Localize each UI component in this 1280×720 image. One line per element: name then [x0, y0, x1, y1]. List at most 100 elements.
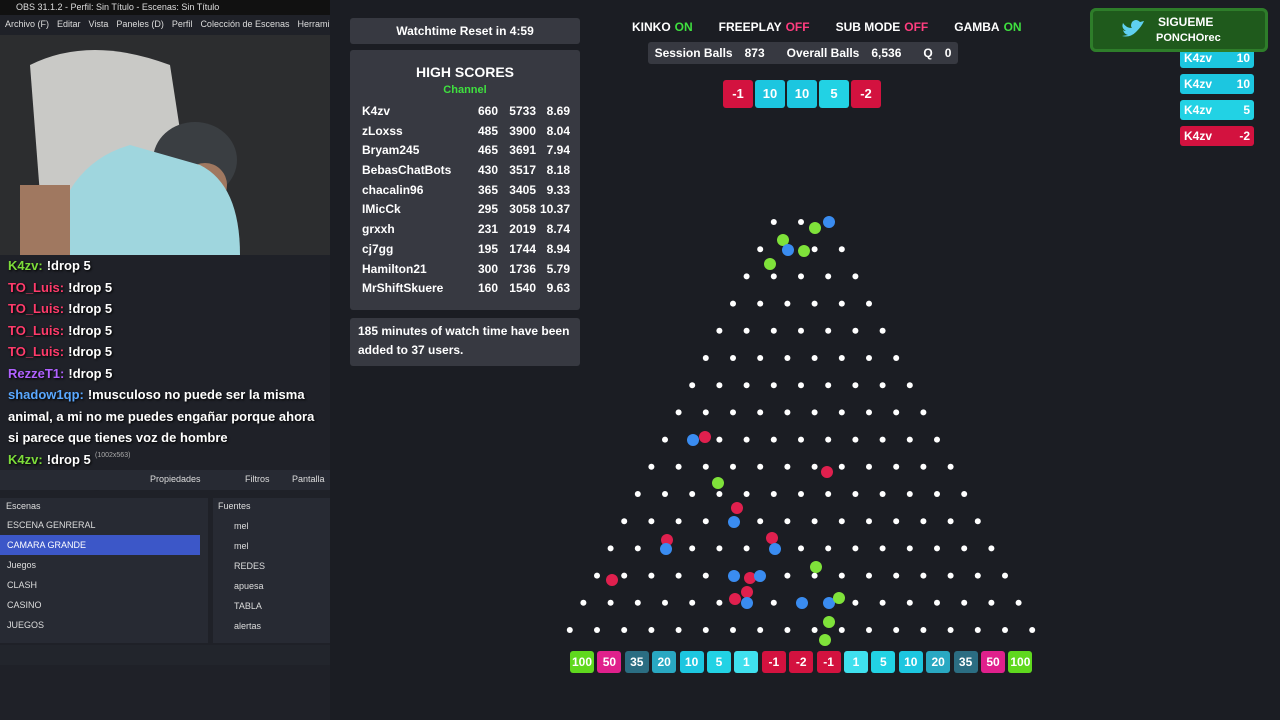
chat-user: K4zv: — [8, 451, 43, 467]
peg — [716, 491, 723, 497]
peg — [770, 436, 777, 443]
source-item[interactable]: TABLA — [234, 601, 262, 611]
scene-item[interactable]: Juegos — [7, 560, 37, 570]
peg — [784, 572, 791, 579]
peg — [757, 463, 764, 470]
peg — [675, 518, 682, 525]
ball — [687, 434, 699, 446]
peg — [621, 627, 628, 633]
scene-item[interactable]: ESCENA GENRERAL — [7, 520, 96, 530]
peg — [825, 382, 832, 389]
peg — [757, 627, 764, 633]
scene-item[interactable]: CAMARA GRANDE — [0, 535, 200, 555]
ball — [764, 258, 776, 270]
peg — [825, 545, 832, 552]
source-item[interactable]: apuesa — [234, 581, 264, 591]
peg — [961, 545, 968, 552]
scene-item[interactable]: JUEGOS — [7, 620, 45, 630]
menu-bar: Archivo (F) Editar Vista Paneles (D) Perfil C… — [5, 16, 330, 32]
peg — [852, 545, 859, 552]
peg — [743, 327, 750, 334]
bucket: -1 — [816, 651, 841, 673]
sources-list: mel mel REDES apuesa TABLA alertas — [218, 516, 328, 636]
toolbar — [0, 470, 330, 490]
peg — [675, 409, 682, 416]
peg — [1015, 599, 1022, 606]
drop-chip: -1 — [723, 80, 753, 108]
scene-item[interactable]: CASINO — [7, 600, 42, 610]
score-cell: 300 — [477, 261, 498, 276]
score-cell: 5.79 — [546, 261, 570, 276]
webcam-image — [0, 35, 330, 255]
score-row: chacalin96 365 3405 9.33 — [362, 181, 570, 201]
stat-text: 0 — [944, 46, 952, 60]
chat-message: TO_Luis: !drop 5 — [0, 320, 328, 342]
peg — [798, 327, 804, 334]
peg — [866, 409, 872, 416]
peg — [798, 545, 804, 552]
peg — [811, 627, 818, 633]
peg — [716, 327, 723, 334]
peg — [770, 382, 777, 389]
scores-table: K4zv 660 5733 8.69 zLoxss 485 3900 8.04 Bryam245… — [362, 102, 570, 299]
peg — [906, 491, 913, 497]
menu-item[interactable]: Editar — [57, 19, 81, 29]
score-cell: 1540 — [509, 281, 536, 296]
peg — [798, 273, 804, 280]
source-item[interactable]: REDES — [234, 561, 266, 571]
peg — [852, 382, 859, 389]
source-item[interactable]: alertas — [234, 621, 262, 631]
feed-user: K4zv — [1184, 51, 1213, 65]
menu-item[interactable]: Colección de Escenas — [200, 19, 290, 29]
menu-item[interactable]: Archivo (F) — [5, 19, 50, 29]
peg — [607, 545, 614, 552]
menu-item[interactable]: Vista — [88, 19, 109, 29]
peg — [662, 599, 668, 606]
feed-user: K4zv — [1184, 77, 1213, 91]
peg — [852, 491, 859, 497]
chat-user: RezzeT1: — [8, 365, 65, 381]
peg — [838, 246, 845, 253]
chat-text: !drop 5 — [68, 322, 113, 338]
peg — [594, 572, 600, 579]
social-badge: SIGUEME PONCHOrec — [1090, 8, 1268, 52]
properties-button[interactable]: Propiedades — [150, 474, 201, 484]
peg — [866, 463, 872, 470]
ball — [819, 634, 831, 646]
mode-state: OFF — [785, 20, 810, 34]
ball — [766, 532, 778, 544]
sources-panel — [213, 498, 330, 643]
high-scores-subtitle: Channel — [443, 84, 487, 96]
ball — [699, 431, 711, 443]
feed-value: 10 — [1236, 77, 1250, 91]
chat-user: TO_Luis: — [8, 344, 65, 359]
menu-item[interactable]: Paneles (D) — [116, 19, 164, 29]
peg — [1002, 627, 1008, 633]
score-cell: chacalin96 — [362, 182, 424, 197]
chat-user: TO_Luis: — [8, 301, 65, 316]
scene-item[interactable]: CLASH — [7, 580, 38, 590]
ball — [782, 244, 794, 256]
source-item[interactable]: mel — [234, 541, 249, 551]
drop-chip: 5 — [819, 80, 849, 108]
feed-value: 10 — [1236, 51, 1250, 65]
peg — [798, 436, 804, 443]
peg — [648, 518, 655, 525]
bucket: 20 — [652, 651, 677, 673]
menu-item[interactable]: Perfil — [171, 19, 193, 29]
scenes-panel — [0, 498, 208, 643]
score-cell: cj7gg — [362, 241, 394, 256]
peg — [716, 545, 723, 552]
peg — [770, 491, 777, 497]
mode-name: SUB MODE — [835, 20, 901, 34]
menu-item[interactable]: Herrami — [297, 19, 330, 29]
chat-text: !drop 5 — [68, 344, 113, 359]
display-button[interactable]: Pantalla — [292, 474, 325, 484]
source-item[interactable]: mel — [234, 521, 249, 531]
score-row: BebasChatBots 430 3517 8.18 — [362, 161, 570, 181]
ball — [728, 570, 740, 582]
peg — [634, 545, 641, 552]
filters-button[interactable]: Filtros — [245, 474, 270, 484]
bucket: -2 — [789, 651, 814, 673]
ball — [744, 572, 756, 584]
